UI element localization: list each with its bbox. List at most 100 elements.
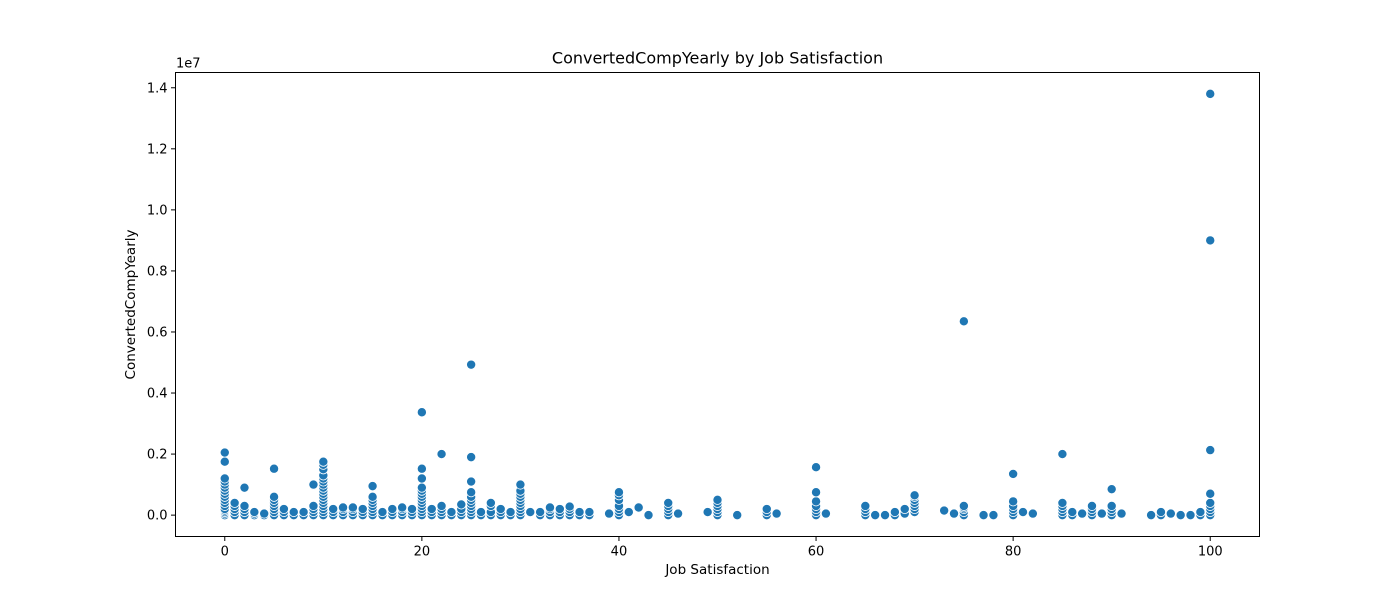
scatter-point [949, 508, 960, 519]
scatter-point [1205, 497, 1216, 508]
scatter-point [880, 510, 891, 521]
scatter-point [367, 491, 378, 502]
scatter-point [357, 504, 368, 515]
y-tick-label: 0.2 [147, 448, 168, 463]
scatter-point [1155, 507, 1166, 518]
scatter-point [643, 510, 654, 521]
x-axis: 0 20 40 60 80 100 [221, 536, 1223, 560]
y-tick-label: 0.6 [147, 325, 168, 340]
scatter-point [495, 504, 506, 515]
scatter-point [219, 456, 230, 467]
y-tick-label: 1.2 [147, 142, 168, 157]
y-tick-label: 0.8 [147, 264, 168, 279]
scatter-point [1205, 88, 1216, 99]
scatter-point [1175, 510, 1186, 521]
scatter-point [623, 507, 634, 518]
x-tick-label: 100 [1198, 545, 1223, 560]
x-axis-label: Job Satisfaction [664, 562, 769, 578]
scatter-point [288, 507, 299, 518]
scatter-point [436, 449, 447, 460]
scatter-point [436, 500, 447, 511]
x-tick-label: 20 [414, 545, 431, 560]
scatter-point [1195, 507, 1206, 518]
chart-title: ConvertedCompYearly by Job Satisfaction [552, 49, 883, 68]
scatter-point [416, 407, 427, 418]
scatter-point [939, 505, 950, 516]
scatter-point [811, 496, 822, 507]
y-tick-label: 1.0 [147, 203, 168, 218]
scatter-point [239, 482, 250, 493]
scatter-point [613, 487, 624, 498]
scatter-point [466, 476, 477, 487]
scatter-point [525, 507, 536, 518]
scatter-point [1205, 235, 1216, 246]
scatter-point [1146, 510, 1157, 521]
scatter-point [466, 359, 477, 370]
y-tick-label: 1.4 [147, 81, 168, 96]
scatter-point [604, 508, 615, 519]
scatter-point [702, 507, 713, 518]
y-axis-label: ConvertedCompYearly [123, 229, 139, 379]
scatter-point [1106, 484, 1117, 495]
scatter-point [259, 508, 270, 519]
scatter-point [466, 487, 477, 498]
scatter-point [328, 504, 339, 515]
scatter-point [958, 316, 969, 327]
scatter-point [535, 507, 546, 518]
scatter-point [564, 501, 575, 512]
scatter-point [1205, 445, 1216, 456]
scatter-point [1106, 500, 1117, 511]
scatter-point [761, 504, 772, 515]
scatter-point [889, 507, 900, 518]
plot-frame [175, 72, 1260, 537]
scatter-point [298, 507, 309, 518]
x-tick-label: 40 [611, 545, 628, 560]
scatter-point [544, 502, 555, 513]
scatter-point [318, 456, 329, 467]
scatter-point [347, 502, 358, 513]
scatter-point [308, 479, 319, 490]
scatter-point [1008, 496, 1019, 507]
scatter-point [673, 508, 684, 519]
x-tick-label: 0 [221, 545, 229, 560]
scatter-point [475, 507, 486, 518]
scatter-point [278, 504, 289, 515]
x-tick-label: 60 [808, 545, 825, 560]
scatter-point [377, 507, 388, 518]
scatter-point [338, 502, 349, 513]
scatter-point [1067, 507, 1078, 518]
scatter-point [811, 462, 822, 473]
scatter-point [367, 481, 378, 492]
scatter-point [909, 490, 920, 501]
scatter-point [466, 452, 477, 463]
scatter-point [1017, 507, 1028, 518]
scatter-point [554, 504, 565, 515]
scatter-point [407, 504, 418, 515]
scatter-point [456, 499, 467, 510]
scatter-point [505, 507, 516, 518]
scatter-point [1185, 510, 1196, 521]
scatter-point [1057, 497, 1068, 508]
scatter-point [1027, 508, 1038, 519]
scatter-point [485, 497, 496, 508]
scatter-point [416, 463, 427, 474]
scatter-point [958, 500, 969, 511]
scatter-point [1057, 449, 1068, 460]
scatter-point [1116, 508, 1127, 519]
scatter-point [771, 508, 782, 519]
scatter-point [1008, 468, 1019, 479]
y-tick-label: 0.4 [147, 387, 168, 402]
scatter-point [712, 494, 723, 505]
scatter-point [387, 504, 398, 515]
scatter-point [860, 500, 871, 511]
scatter-point [269, 491, 280, 502]
scatter-point [584, 507, 595, 518]
scatter-point [978, 510, 989, 521]
scatter-point [899, 504, 910, 515]
scatter-point [219, 473, 230, 484]
scatter-point [426, 504, 437, 515]
scatter-point [446, 507, 457, 518]
scatter-point [732, 510, 743, 521]
scatter-point [574, 507, 585, 518]
